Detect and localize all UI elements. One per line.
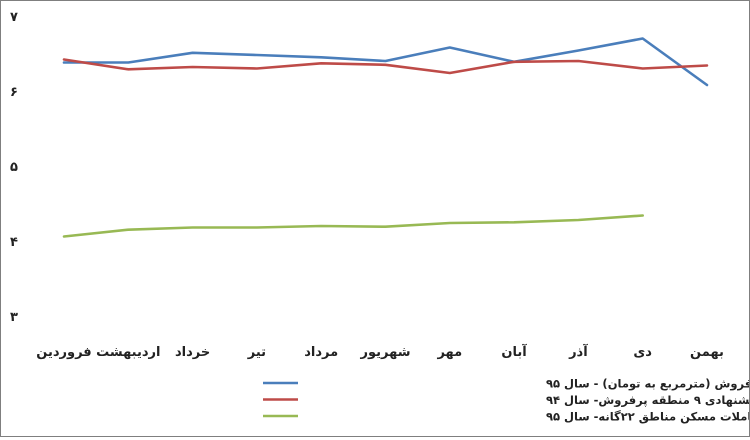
legend-item-1: قیمت پیشنهادی ۹ منطقه پرفروش (مترمربع به… xyxy=(263,377,750,392)
y-tick-label: ۶ xyxy=(10,85,18,100)
legend-item-2: قیمت پیشنهادی ۹ منطقه پرفروش- سال ۹۴ xyxy=(263,393,750,408)
legend: قیمت پیشنهادی ۹ منطقه پرفروش (مترمربع به… xyxy=(263,377,750,424)
series-lines xyxy=(62,37,709,238)
y-tick-label: ۳ xyxy=(10,310,18,325)
x-tick-label: مهر xyxy=(436,345,462,360)
series-line-3 xyxy=(62,214,645,238)
legend-label: قیمت پیشنهادی ۹ منطقه پرفروش- سال ۹۴ xyxy=(546,393,749,408)
y-tick-label: ۴ xyxy=(10,235,18,250)
x-axis-ticks: فروردین اردیبهشت خرداد تیر مرداد شهریور مهر آبا… xyxy=(36,343,724,360)
y-axis-ticks: ۳ ۴ ۵ ۶ ۷ xyxy=(10,10,18,325)
x-tick-label: اردیبهشت xyxy=(96,345,160,360)
x-tick-label: بهمن xyxy=(690,345,724,360)
x-tick-label: دی xyxy=(633,345,652,360)
x-tick-label: خرداد xyxy=(175,345,210,360)
series-line-2 xyxy=(62,58,709,75)
legend-item-3: قیمت قطعی کل معاملات مسکن مناطق ۲۲گانه- … xyxy=(263,410,750,424)
x-tick-label: فروردین xyxy=(36,345,91,360)
legend-label: قیمت قطعی کل معاملات مسکن مناطق ۲۲گانه- … xyxy=(546,410,749,424)
x-tick-label: تیر xyxy=(247,345,266,360)
y-tick-label: ۷ xyxy=(10,10,18,25)
legend-label: قیمت پیشنهادی ۹ منطقه پرفروش (مترمربع به… xyxy=(546,377,749,392)
y-tick-label: ۵ xyxy=(10,160,18,175)
x-tick-label: شهریور xyxy=(360,345,411,360)
x-tick-label: مرداد xyxy=(304,345,338,360)
x-tick-label: آذر xyxy=(568,343,588,360)
series-line-1 xyxy=(62,37,709,87)
x-tick-label: آبان xyxy=(501,343,527,360)
